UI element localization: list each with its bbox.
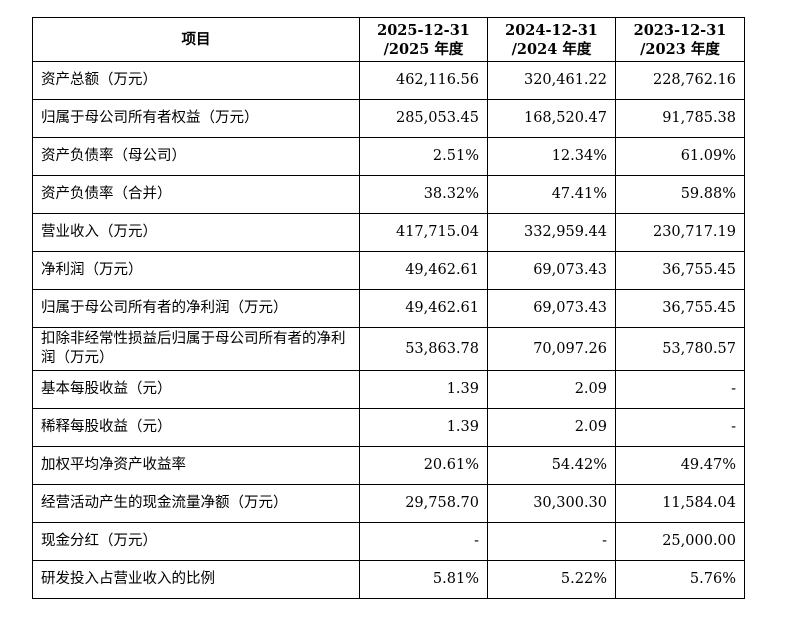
value-2024: 2.09 (487, 408, 616, 447)
value-2025: 20.61% (359, 446, 488, 485)
value-2025: 53,863.78 (359, 327, 488, 371)
table-row: 稀释每股收益（元） 1.39 2.09 - (32, 408, 745, 447)
value-2025: 5.81% (359, 560, 488, 599)
value-2023: 5.76% (615, 560, 745, 599)
row-label: 扣除非经常性损益后归属于母公司所有者的净利润（万元） (32, 327, 360, 371)
value-2025: 285,053.45 (359, 99, 488, 138)
row-label: 稀释每股收益（元） (32, 408, 360, 447)
value-2024: 2.09 (487, 370, 616, 409)
table-row: 资产负债率（合并） 38.32% 47.41% 59.88% (32, 175, 745, 214)
value-2024: 70,097.26 (487, 327, 616, 371)
value-2025: 49,462.61 (359, 251, 488, 290)
row-label: 净利润（万元） (32, 251, 360, 290)
row-label: 归属于母公司所有者权益（万元） (32, 99, 360, 138)
value-2023: 36,755.45 (615, 251, 745, 290)
table-row: 研发投入占营业收入的比例 5.81% 5.22% 5.76% (32, 560, 745, 599)
value-2024: - (487, 522, 616, 561)
financial-indicators-table: 项目 2025-12-31 /2025 年度 2024-12-31 /2024 … (32, 17, 745, 599)
table-row: 基本每股收益（元） 1.39 2.09 - (32, 370, 745, 409)
table-row: 净利润（万元） 49,462.61 69,073.43 36,755.45 (32, 251, 745, 290)
value-2024: 5.22% (487, 560, 616, 599)
table-row: 加权平均净资产收益率 20.61% 54.42% 49.47% (32, 446, 745, 485)
value-2023: 49.47% (615, 446, 745, 485)
value-2025: 49,462.61 (359, 289, 488, 328)
value-2024: 332,959.44 (487, 213, 616, 252)
value-2024: 69,073.43 (487, 289, 616, 328)
row-label: 资产负债率（合并） (32, 175, 360, 214)
table-row: 营业收入（万元） 417,715.04 332,959.44 230,717.1… (32, 213, 745, 252)
value-2023: 36,755.45 (615, 289, 745, 328)
row-label: 营业收入（万元） (32, 213, 360, 252)
value-2024: 30,300.30 (487, 484, 616, 523)
row-label: 基本每股收益（元） (32, 370, 360, 409)
row-label: 归属于母公司所有者的净利润（万元） (32, 289, 360, 328)
value-2025: 462,116.56 (359, 61, 488, 100)
table-row: 归属于母公司所有者的净利润（万元） 49,462.61 69,073.43 36… (32, 289, 745, 328)
table-header-row: 项目 2025-12-31 /2025 年度 2024-12-31 /2024 … (32, 17, 745, 62)
header-2025: 2025-12-31 /2025 年度 (359, 17, 488, 62)
value-2023: - (615, 408, 745, 447)
row-label: 资产总额（万元） (32, 61, 360, 100)
row-label: 经营活动产生的现金流量净额（万元） (32, 484, 360, 523)
value-2023: 11,584.04 (615, 484, 745, 523)
row-label: 资产负债率（母公司） (32, 137, 360, 176)
table-row: 资产总额（万元） 462,116.56 320,461.22 228,762.1… (32, 61, 745, 100)
value-2023: 25,000.00 (615, 522, 745, 561)
value-2025: 1.39 (359, 370, 488, 409)
value-2024: 12.34% (487, 137, 616, 176)
header-2023: 2023-12-31 /2023 年度 (615, 17, 745, 62)
value-2023: 61.09% (615, 137, 745, 176)
value-2024: 320,461.22 (487, 61, 616, 100)
header-2024: 2024-12-31 /2024 年度 (487, 17, 616, 62)
row-label: 加权平均净资产收益率 (32, 446, 360, 485)
value-2023: - (615, 370, 745, 409)
value-2024: 168,520.47 (487, 99, 616, 138)
header-item: 项目 (32, 17, 360, 62)
table-row: 扣除非经常性损益后归属于母公司所有者的净利润（万元） 53,863.78 70,… (32, 327, 745, 371)
table-row: 资产负债率（母公司） 2.51% 12.34% 61.09% (32, 137, 745, 176)
value-2024: 69,073.43 (487, 251, 616, 290)
value-2025: 2.51% (359, 137, 488, 176)
value-2025: - (359, 522, 488, 561)
row-label: 研发投入占营业收入的比例 (32, 560, 360, 599)
value-2025: 38.32% (359, 175, 488, 214)
value-2024: 54.42% (487, 446, 616, 485)
table-row: 现金分红（万元） - - 25,000.00 (32, 522, 745, 561)
value-2023: 59.88% (615, 175, 745, 214)
table-row: 归属于母公司所有者权益（万元） 285,053.45 168,520.47 91… (32, 99, 745, 138)
value-2025: 1.39 (359, 408, 488, 447)
value-2025: 417,715.04 (359, 213, 488, 252)
row-label: 现金分红（万元） (32, 522, 360, 561)
value-2025: 29,758.70 (359, 484, 488, 523)
value-2023: 91,785.38 (615, 99, 745, 138)
table-row: 经营活动产生的现金流量净额（万元） 29,758.70 30,300.30 11… (32, 484, 745, 523)
value-2023: 230,717.19 (615, 213, 745, 252)
value-2024: 47.41% (487, 175, 616, 214)
value-2023: 53,780.57 (615, 327, 745, 371)
value-2023: 228,762.16 (615, 61, 745, 100)
